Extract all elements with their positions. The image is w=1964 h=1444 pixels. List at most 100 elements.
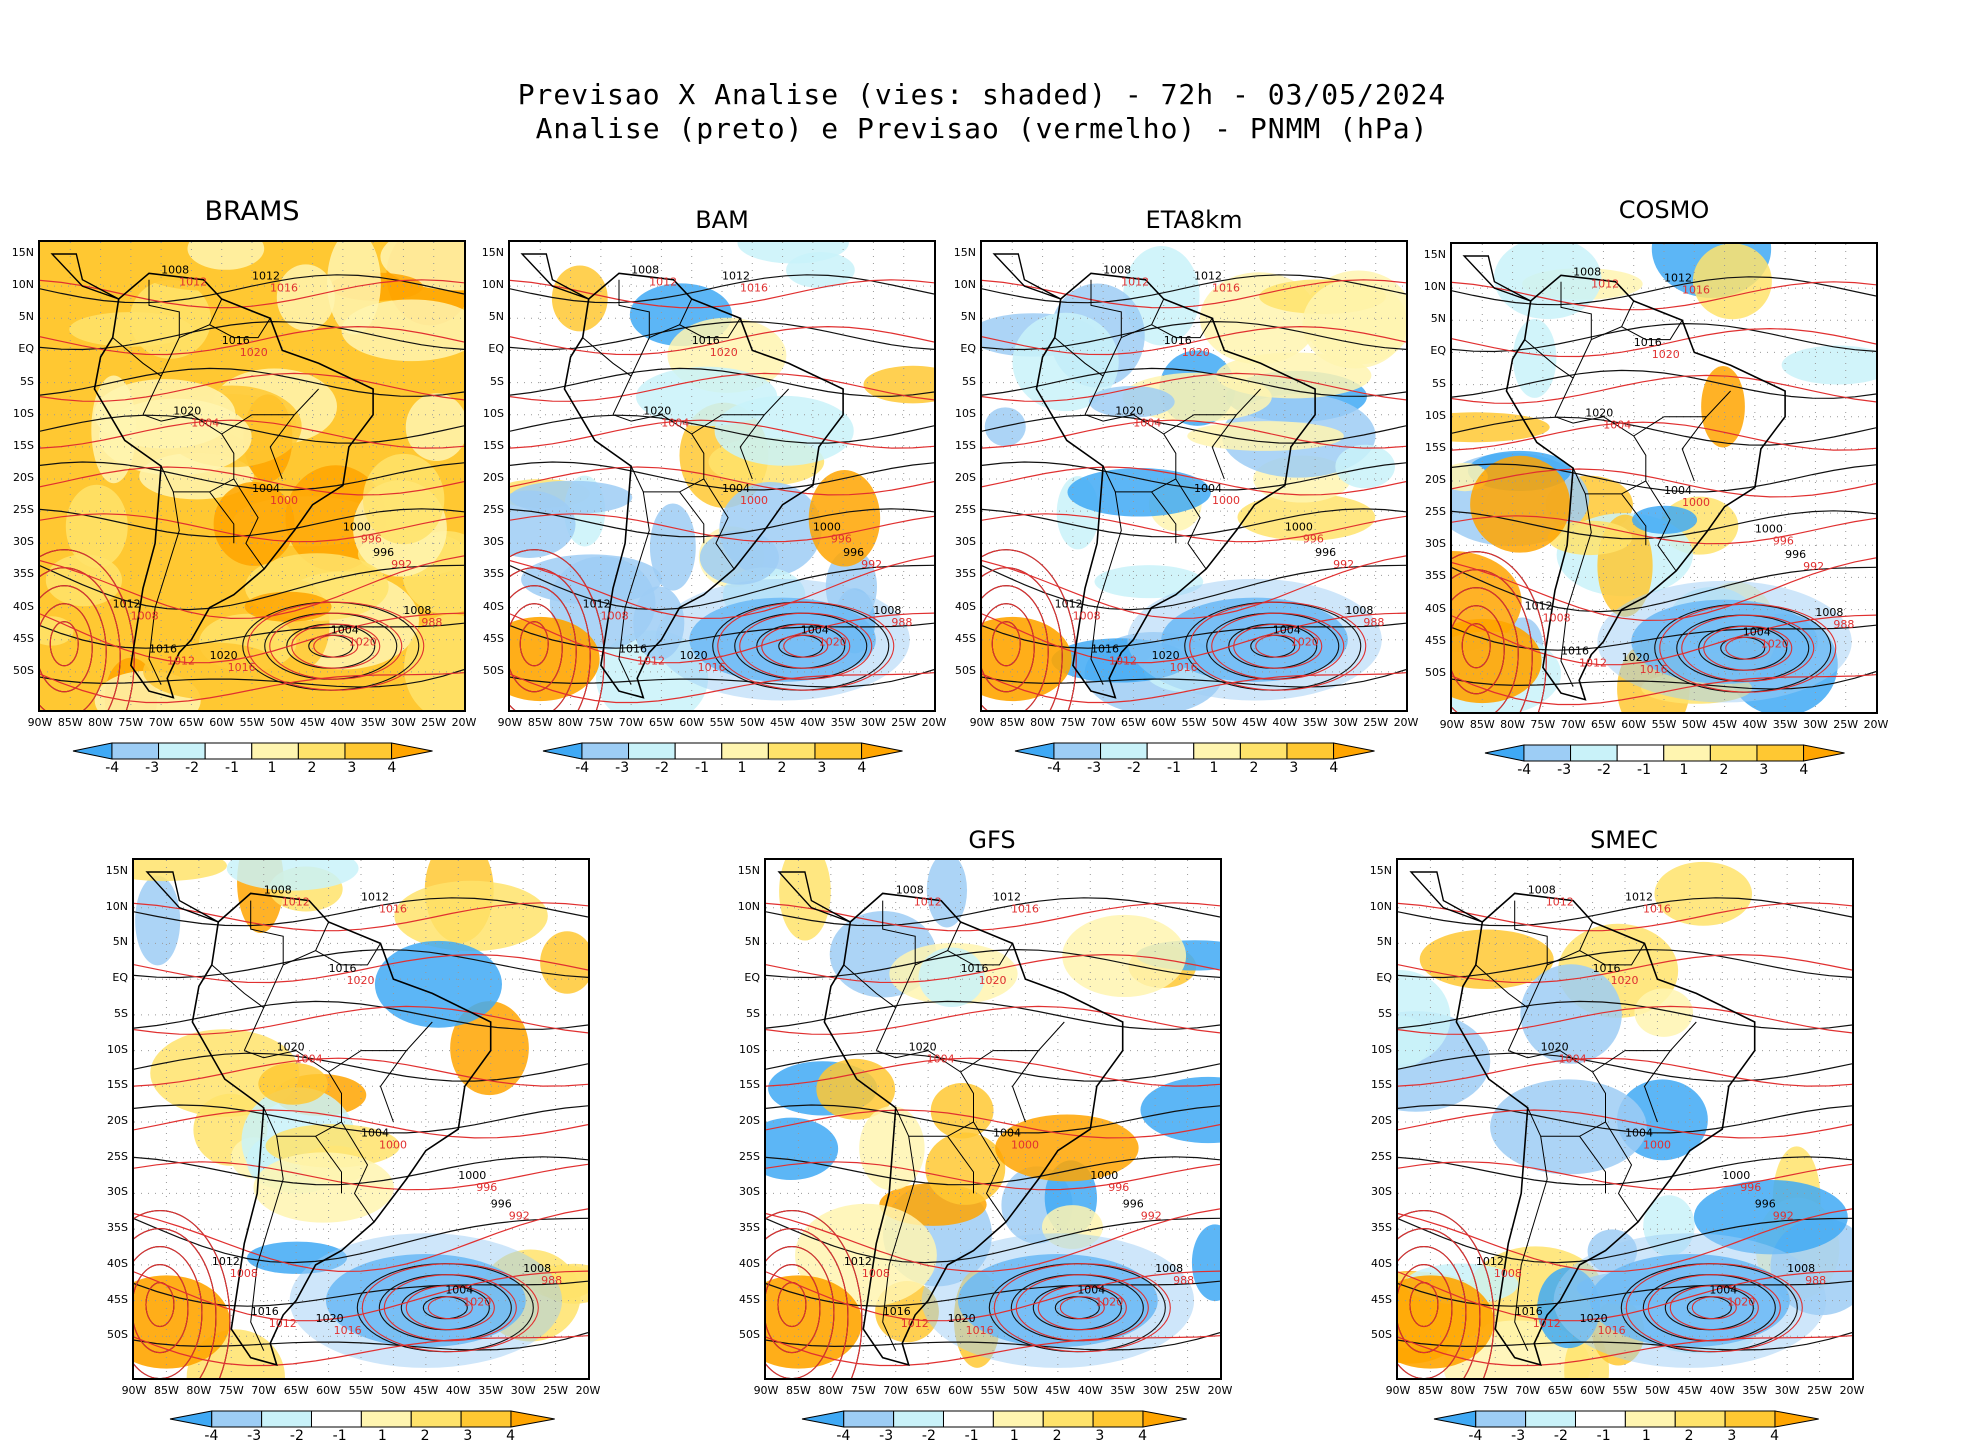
lon-label: 60W [316,1384,341,1397]
isobar-label-forecast: 1020 [1652,348,1680,361]
lon-label: 35W [360,716,386,729]
lon-label: 40W [800,716,826,729]
colorbar-label: -1 [225,760,239,776]
lon-label: 20W [1839,1384,1865,1397]
colorbar-label: -3 [1511,1428,1526,1444]
colorbar-swatch [721,742,770,760]
isobar-label-forecast: 1004 [661,417,689,430]
lon-label: 20W [1863,718,1889,731]
colorbar-swatch [260,1410,312,1428]
isobar-label-forecast: 1008 [601,610,629,623]
isobar-label-forecast: 1016 [228,661,256,674]
isobar-label-analysis: 1004 [1273,623,1301,636]
colorbar-swatch [842,1410,894,1428]
isobar-label-analysis: 1020 [643,405,671,418]
isobar-label-forecast: 1016 [334,1324,362,1337]
isobar-label-analysis: 1020 [316,1312,344,1325]
isobar-label-forecast: 992 [1803,560,1824,573]
isobar-label-forecast: 996 [1303,532,1324,545]
lon-label: 55W [348,1384,374,1397]
lon-label: 80W [558,716,583,729]
colorbar-label: 4 [1138,1428,1148,1444]
colorbar-label: -1 [1167,760,1181,776]
isobar-label-forecast: 1016 [740,282,768,295]
isobar-label-analysis: 1004 [1625,1126,1653,1139]
colorbar-swatch [158,742,206,760]
lon-label: 90W [497,716,523,729]
lon-label: 85W [999,716,1025,729]
isobar-label-forecast: 1020 [349,635,377,648]
map-panel-cosmo: 1008 1012 1012 1016 1016 1020 1020 1004 1004 1000… [1450,242,1878,714]
colorbar-label: -2 [921,1428,936,1444]
lon-label: 60W [948,1384,973,1397]
lon-label: 25W [1807,1384,1832,1397]
isobar-label-analysis: 1016 [329,962,357,975]
colorbar-unnamed [169,1410,556,1432]
lat-label: 5S [1432,376,1446,390]
colorbar-swatch [1624,1410,1676,1428]
isobar-label-forecast: 1020 [1095,1295,1123,1308]
lon-label: 70W [251,1384,277,1397]
isobar-label-forecast: 992 [861,558,882,571]
lat-label: 5S [746,1006,760,1020]
isobar-label-forecast: 992 [391,558,412,571]
lon-label: 35W [1302,716,1328,729]
isobar-label-forecast: 1012 [1546,895,1574,908]
isobar-label-analysis: 1008 [1103,263,1131,276]
isobar-label-analysis: 1020 [909,1041,937,1054]
colorbar-swatch [992,1410,1044,1428]
isobar-label-analysis: 1000 [1755,522,1783,535]
panel-title-eta8km: ETA8km [1145,206,1243,234]
lat-label: 40S [739,1256,760,1270]
isobar-label-forecast: 1000 [1682,496,1710,509]
isobar-label-analysis: 996 [373,546,394,559]
lon-label: 75W [1530,718,1556,731]
lat-label: 25S [955,503,976,517]
isobar-label-analysis: 1016 [251,1305,279,1318]
isobar-label-forecast: 1004 [295,1053,323,1066]
isobar-label-analysis: 1012 [1664,272,1692,285]
colorbar-label: -4 [1047,760,1062,776]
lat-label: 50S [1371,1328,1392,1342]
isobar-label-analysis: 1004 [1709,1283,1737,1296]
lat-label: 30S [483,535,504,549]
isobar-label-forecast: 1000 [1011,1138,1039,1151]
colorbar-label: -3 [145,760,160,776]
lat-label: 40S [13,599,34,613]
lat-label: 5N [488,310,504,324]
isobar-label-analysis: 1008 [896,883,924,896]
lat-label: 15S [739,1078,760,1092]
lon-label: 65W [1590,718,1616,731]
colorbar-swatch [251,742,300,760]
lat-label: 15N [11,246,34,259]
isobar-label-analysis: 1012 [1194,270,1222,283]
lat-label: 40S [107,1256,128,1270]
lon-label: 20W [451,716,477,729]
lat-label: 45S [739,1292,760,1306]
colorbar-swatch [1574,1410,1626,1428]
colorbar-brams [72,742,434,764]
panel-title-bam: BAM [695,206,749,234]
isobar-label-forecast: 988 [891,616,912,629]
lon-label: 85W [1417,1384,1443,1397]
colorbar-label: -4 [204,1428,219,1444]
isobar-label-analysis: 1012 [844,1255,872,1268]
lat-label: 10N [737,899,760,913]
lat-label: 5S [490,374,504,388]
panel-title-gfs: GFS [968,826,1016,854]
colorbar-label: -4 [836,1428,851,1444]
lon-label: 45W [413,1384,439,1397]
lon-label: 75W [1482,1384,1508,1397]
lat-label: 5S [114,1006,128,1020]
isobar-label-analysis: 1008 [523,1262,551,1275]
colorbar-label: -1 [332,1428,347,1444]
colorbar-label: 2 [1684,1428,1694,1444]
isobar-label-forecast: 1012 [1533,1317,1561,1330]
panel-title-brams: BRAMS [204,196,300,227]
isobar-label-analysis: 1012 [113,598,141,611]
lat-label: 5N [1376,935,1392,949]
isobar-label-forecast: 996 [361,532,382,545]
colorbar-label: 4 [857,760,867,776]
colorbar-label: 2 [307,760,317,776]
